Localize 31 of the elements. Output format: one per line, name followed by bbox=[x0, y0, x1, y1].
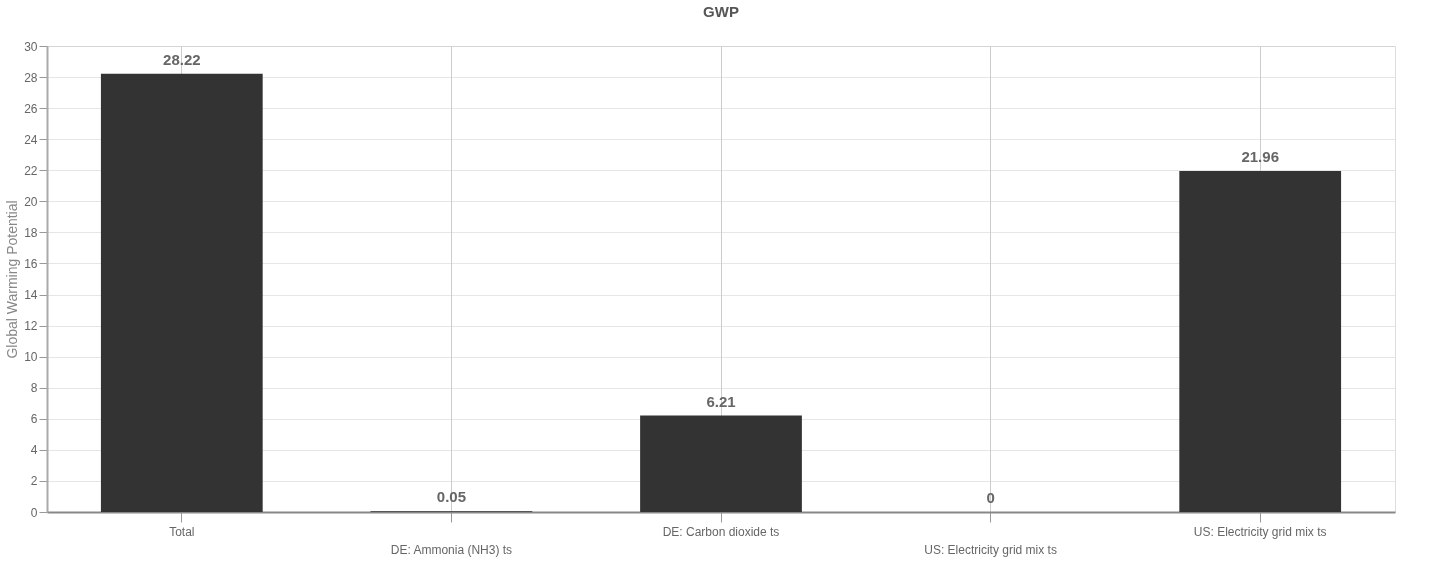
x-tick-label: DE: Ammonia (NH3) ts bbox=[390, 542, 513, 557]
bar bbox=[100, 73, 263, 512]
y-tick-label: 4 bbox=[30, 443, 38, 458]
data-label: 0.05 bbox=[436, 488, 466, 506]
y-tick-label: 6 bbox=[30, 412, 38, 427]
bar bbox=[1179, 170, 1342, 512]
y-tick-label: 22 bbox=[24, 163, 38, 178]
y-tick-label: 0 bbox=[30, 505, 38, 520]
y-tick-label: 26 bbox=[24, 101, 38, 116]
y-tick-label: 10 bbox=[24, 350, 38, 365]
data-label: 0 bbox=[986, 489, 995, 506]
y-tick-label: 14 bbox=[24, 288, 38, 303]
y-tick-label: 18 bbox=[24, 225, 38, 240]
y-tick-label: 20 bbox=[24, 194, 38, 209]
y-tick-label: 24 bbox=[24, 132, 38, 147]
bar bbox=[640, 415, 802, 512]
y-tick-label: 16 bbox=[24, 256, 38, 271]
y-tick-label: 8 bbox=[30, 381, 38, 396]
y-tick-label: 2 bbox=[30, 474, 38, 489]
x-tick-label: DE: Carbon dioxide ts bbox=[662, 524, 780, 539]
x-tick-label: US: Electricity grid mix ts bbox=[1193, 524, 1327, 539]
chart-title: GWP bbox=[703, 3, 739, 20]
y-tick-label: 12 bbox=[24, 319, 38, 334]
data-label: 6.21 bbox=[706, 392, 736, 410]
data-label: 28.22 bbox=[163, 50, 201, 68]
data-label: 21.96 bbox=[1241, 147, 1279, 165]
x-tick-label: US: Electricity grid mix ts bbox=[924, 542, 1057, 557]
x-tick-label: Total bbox=[169, 524, 195, 539]
y-tick-label: 28 bbox=[24, 70, 38, 85]
y-axis-title: Global Warming Potential bbox=[4, 200, 21, 359]
y-tick-label: 30 bbox=[24, 39, 38, 54]
